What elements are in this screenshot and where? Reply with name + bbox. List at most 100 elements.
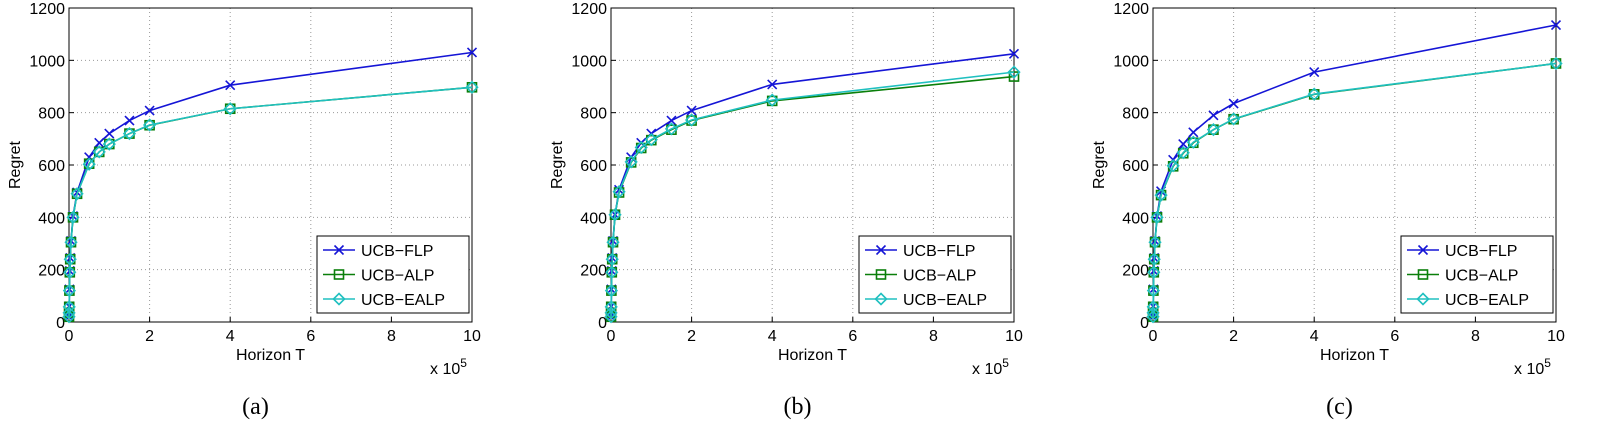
marker (1228, 98, 1239, 109)
marker (1416, 292, 1430, 306)
marker (1146, 300, 1160, 314)
x-tick-label: 2 (687, 328, 696, 345)
x-tick-label: 6 (1390, 328, 1399, 345)
marker (875, 269, 887, 280)
marker (604, 306, 618, 320)
marker (1148, 235, 1162, 249)
marker (62, 300, 76, 314)
marker (644, 132, 658, 147)
legend-label: UCB−ALP (1445, 268, 1518, 285)
marker (1146, 306, 1160, 320)
plot-frame (68, 7, 473, 323)
marker (223, 102, 237, 116)
caption: (c) (1326, 394, 1353, 420)
y-tick-label: 0 (56, 315, 65, 332)
x-tick-label: 0 (1149, 328, 1158, 345)
legend-label: UCB−EALP (1445, 292, 1529, 309)
y-tick-label: 200 (38, 263, 65, 280)
marker (1549, 56, 1563, 71)
marker (1008, 48, 1020, 59)
y-tick-label: 600 (1122, 158, 1149, 175)
marker (608, 208, 622, 222)
marker (875, 244, 887, 256)
marker (605, 252, 619, 266)
marker (466, 47, 478, 58)
legend-label: UCB−FLP (361, 243, 433, 260)
x-tick-label: 4 (768, 328, 777, 345)
marker (124, 115, 135, 126)
y-tick-label: 400 (1122, 210, 1149, 227)
marker (1147, 265, 1161, 279)
marker (62, 306, 76, 320)
legend-label: UCB−FLP (903, 243, 975, 260)
marker (1176, 146, 1190, 160)
marker (144, 105, 155, 116)
x-axis-label: Horizon T (778, 347, 847, 364)
multiplier-base: x 10 (972, 361, 1002, 378)
y-tick-label: 600 (38, 158, 65, 175)
marker (1226, 112, 1241, 126)
plot-frame (610, 7, 1015, 323)
marker (664, 122, 679, 136)
marker (1166, 159, 1180, 173)
y-tick-label: 400 (38, 210, 65, 227)
marker (1417, 244, 1429, 256)
marker (624, 155, 638, 169)
marker (684, 113, 699, 127)
y-tick-label: 200 (580, 263, 607, 280)
marker (1188, 127, 1199, 138)
multiplier-exp: 5 (1002, 356, 1009, 370)
marker (64, 235, 78, 249)
x-multiplier: x 105 (972, 356, 1009, 378)
y-tick-label: 1200 (571, 1, 607, 18)
y-tick-label: 200 (1122, 263, 1149, 280)
x-tick-label: 4 (1310, 328, 1319, 345)
marker (1417, 269, 1429, 280)
x-tick-label: 4 (226, 328, 235, 345)
y-tick-label: 800 (38, 106, 65, 123)
multiplier-exp: 5 (460, 356, 467, 370)
multiplier-base: x 10 (1514, 361, 1544, 378)
marker (686, 105, 697, 116)
marker (1154, 188, 1168, 202)
marker (765, 93, 779, 107)
y-axis-label: Regret (549, 140, 566, 189)
marker (1147, 252, 1161, 266)
y-tick-label: 800 (580, 106, 607, 123)
marker (333, 269, 345, 280)
marker (122, 126, 137, 141)
x-axis-label: Horizon T (236, 347, 305, 364)
marker (666, 115, 677, 126)
marker (1206, 123, 1221, 137)
y-tick-label: 1000 (29, 53, 65, 70)
y-tick-label: 1200 (29, 1, 65, 18)
x-tick-label: 0 (607, 328, 616, 345)
marker (82, 157, 96, 171)
legend-label: UCB−ALP (903, 268, 976, 285)
marker (1186, 135, 1200, 149)
marker (604, 283, 619, 298)
marker (94, 137, 105, 148)
marker (1309, 67, 1320, 78)
series-line (1152, 62, 1557, 317)
x-tick-label: 10 (1005, 328, 1023, 345)
multiplier-exp: 5 (1544, 356, 1551, 370)
marker (70, 187, 84, 201)
legend-label: UCB−FLP (1445, 243, 1517, 260)
marker (612, 185, 626, 199)
x-axis-label: Horizon T (1320, 347, 1389, 364)
marker (102, 137, 116, 151)
multiplier-base: x 10 (430, 361, 460, 378)
marker (465, 80, 479, 94)
y-tick-label: 400 (580, 210, 607, 227)
marker (63, 252, 77, 266)
x-multiplier: x 105 (430, 356, 467, 378)
x-tick-label: 8 (387, 328, 396, 345)
marker (1146, 283, 1161, 298)
marker (1178, 139, 1189, 150)
marker (1307, 87, 1321, 101)
marker (767, 79, 778, 90)
y-tick-label: 600 (580, 158, 607, 175)
legend-label: UCB−ALP (361, 268, 434, 285)
